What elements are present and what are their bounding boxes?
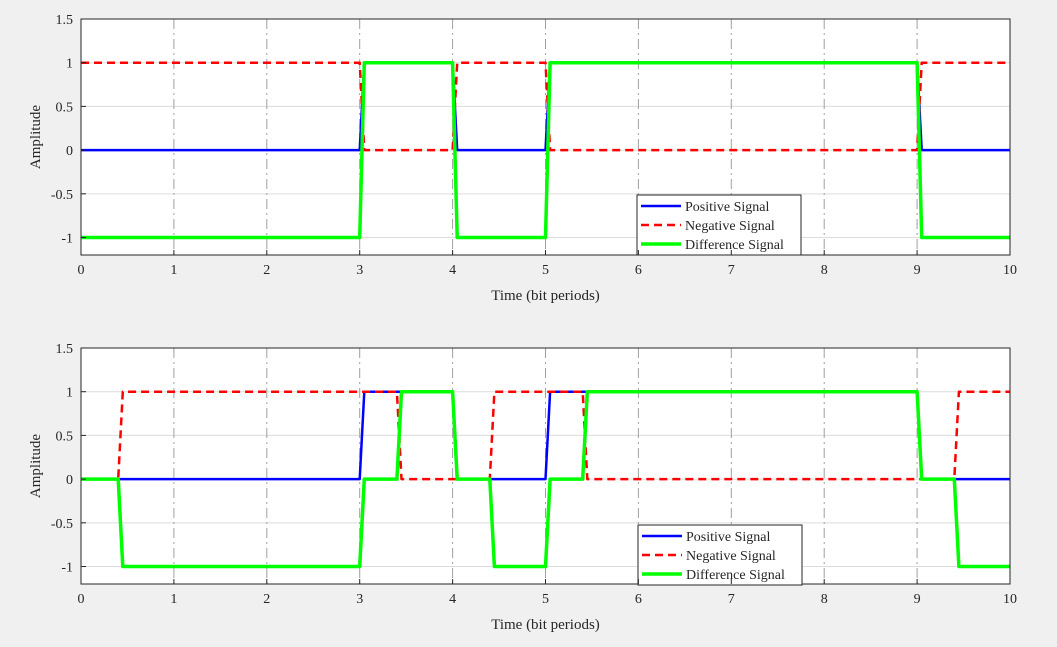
legend-label-difference: Difference Signal [686,568,785,583]
y-tick-labels: -1 -0.5 0 0.5 1 1.5 [51,13,73,247]
y-axis-label: Amplitude [28,434,44,499]
series-line-negative [81,61,1010,152]
x-tick-label: 8 [821,263,828,278]
series-line-difference [81,389,1010,569]
x-tick-labels: 0 1 2 3 4 5 6 7 8 9 10 [78,592,1018,607]
x-tick-label: 8 [821,592,828,607]
y-tick-label: 1 [66,57,73,72]
legend-label-negative: Negative Signal [686,549,776,564]
x-tick-label: 4 [449,592,456,607]
y-tick-label: 0.5 [56,429,74,444]
y-tick-label: 1.5 [56,13,74,28]
y-tick-label: -0.5 [51,517,73,532]
y-tick-label: 0 [66,144,73,159]
x-tick-label: 0 [78,592,85,607]
y-tick-label: -1 [61,561,73,576]
x-tick-label: 3 [356,263,363,278]
x-tick-label: 1 [170,592,177,607]
x-tick-label: 7 [728,263,735,278]
x-axis-label: Time (bit periods) [491,288,600,304]
x-tick-label: 0 [78,263,85,278]
y-tick-label: -1 [61,232,73,247]
x-tick-label: 6 [635,592,642,607]
subplot-bottom: 0 1 2 3 4 5 6 7 8 9 10 -1 -0.5 0 0.5 1 1.5 Time (bit pe… [28,342,1017,633]
legend-label-positive: Positive Signal [686,530,771,545]
y-tick-label: -0.5 [51,188,73,203]
x-tick-label: 2 [263,263,270,278]
y-tick-labels: -1 -0.5 0 0.5 1 1.5 [51,342,73,576]
x-tick-label: 4 [449,263,456,278]
y-tick-label: 0 [66,473,73,488]
subplot-top: 0 1 2 3 4 5 6 7 8 9 10 -1 -0.5 0 0.5 1 1.5 Time (bit pe… [28,13,1017,304]
y-tick-label: 1 [66,386,73,401]
x-tick-label: 10 [1003,592,1017,607]
legend: Positive Signal Negative Signal Differen… [637,524,803,586]
legend-label-difference: Difference Signal [685,238,784,253]
x-tick-label: 2 [263,592,270,607]
x-tick-labels: 0 1 2 3 4 5 6 7 8 9 10 [78,263,1018,278]
x-tick-label: 9 [914,263,921,278]
legend: Positive Signal Negative Signal Differen… [636,194,802,256]
x-tick-label: 1 [170,263,177,278]
series-line-difference [81,60,1010,240]
x-tick-label: 10 [1003,263,1017,278]
x-tick-label: 5 [542,263,549,278]
legend-label-negative: Negative Signal [685,219,775,234]
series-lines [81,389,1010,569]
x-tick-label: 5 [542,592,549,607]
series-lines [81,60,1010,240]
y-tick-label: 1.5 [56,342,74,357]
legend-label-positive: Positive Signal [685,200,770,215]
x-tick-label: 6 [635,263,642,278]
y-axis-label: Amplitude [28,105,44,170]
x-tick-label: 7 [728,592,735,607]
y-tick-label: 0.5 [56,100,74,115]
x-tick-label: 9 [914,592,921,607]
series-line-negative [81,390,1010,481]
x-axis-label: Time (bit periods) [491,617,600,633]
x-tick-label: 3 [356,592,363,607]
